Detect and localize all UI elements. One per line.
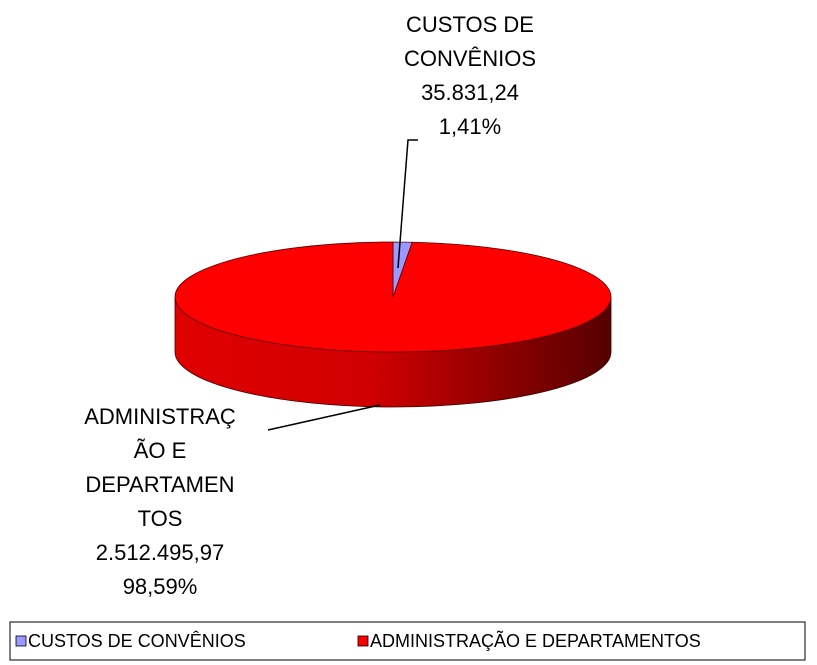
data-label-box: CUSTOS DE CONVÊNIOS 35.831,24 1,41% <box>370 8 570 144</box>
pie-slice <box>174 241 612 353</box>
leader-line <box>397 139 418 269</box>
legend-swatch <box>15 635 27 647</box>
pie-tops <box>174 241 612 353</box>
label-percent: 98,59% <box>122 574 198 599</box>
legend-box <box>9 621 806 661</box>
legend-label: CUSTOS DE CONVÊNIOS <box>28 631 246 651</box>
data-label-box: ADMINISTRAÇÃO E DEPARTAMENTOS 2.512.495,9… <box>80 400 240 604</box>
label-value: 35.831,24 <box>421 80 519 105</box>
legend-swatch <box>357 635 369 647</box>
label-value: 2.512.495,97 <box>95 540 225 565</box>
data-label: ADMINISTRAÇÃO E DEPARTAMENTOS 2.512.495,9… <box>80 400 240 604</box>
label-percent: 1,41% <box>438 114 502 139</box>
leader-line <box>267 404 381 431</box>
legend: CUSTOS DE CONVÊNIOS ADMINISTRAÇÃO E DEPAR… <box>15 630 701 651</box>
label-name: ADMINISTRAÇÃO E DEPARTAMENTOS <box>84 404 236 531</box>
legend-label: ADMINISTRAÇÃO E DEPARTAMENTOS <box>370 630 701 651</box>
data-label: CUSTOS DE CONVÊNIOS 35.831,24 1,41% <box>370 8 570 144</box>
pie <box>174 241 612 408</box>
label-name: CUSTOS DE CONVÊNIOS <box>403 12 537 71</box>
